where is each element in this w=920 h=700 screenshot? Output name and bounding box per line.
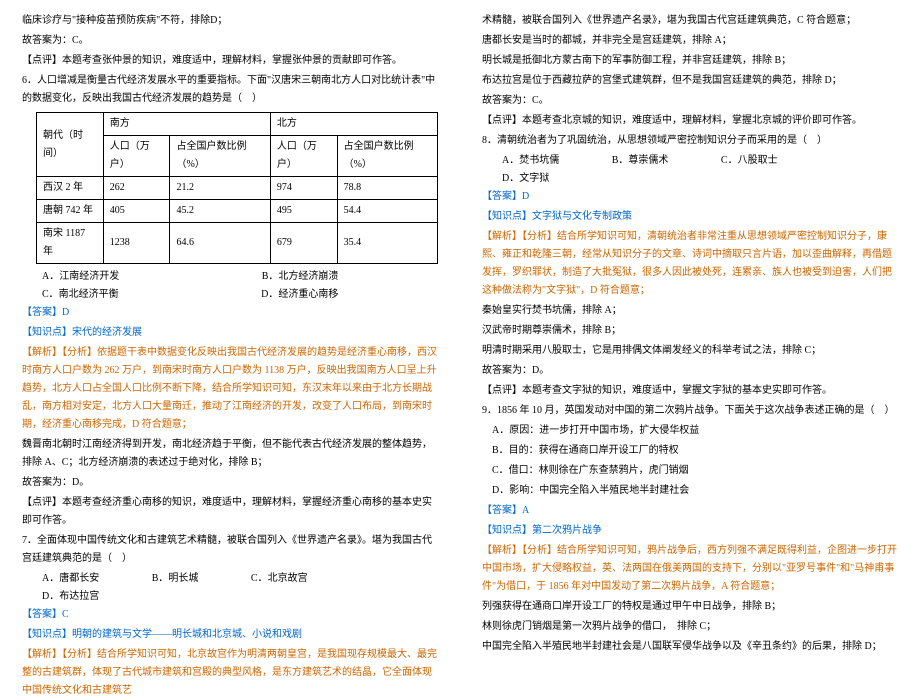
analysis-8: 【解析】【分析】结合所学知识可知，清朝统治者非常注重从思想领域严密控制知识分子，…: [482, 228, 898, 300]
text: 列强获得在通商口岸开设工厂的特权是通过甲午中日战争，排除 B；: [482, 598, 898, 616]
answer-6: 【答案】D: [22, 304, 438, 322]
opt: A．焚书坑儒: [502, 152, 559, 170]
options-6-row1: A．江南经济开发 B．北方经济崩溃: [42, 268, 438, 286]
text: 术精髓，被联合国列入《世界遗产名录》，堪为我国古代宫廷建筑典范，C 符合题意；: [482, 12, 898, 30]
text: 故答案为：C。: [22, 32, 438, 50]
cell: 974: [270, 177, 337, 200]
population-table: 朝代（时间） 南方 北方 人口（万户） 占全国户数比例（%） 人口（万户） 占全…: [36, 112, 438, 264]
text: 临床诊疗与"接种疫苗预防疾病"不符，排除D；: [22, 12, 438, 30]
topic-7: 【知识点】明朝的建筑与文学——明长城和北京城、小说和戏剧: [22, 626, 438, 644]
cell: 262: [103, 177, 170, 200]
comment-6: 【点评】本题考查经济重心南移的知识，难度适中，理解材料，掌握经济重心南移的基本史…: [22, 494, 438, 530]
analysis-9: 【解析】【分析】结合所学知识可知，鸦片战争后，西方列强不满足既得利益，企图进一步…: [482, 542, 898, 596]
opt: B．北方经济崩溃: [262, 268, 339, 286]
cell: 唐朝 742 年: [37, 200, 104, 223]
cell: 405: [103, 200, 170, 223]
analysis-6c: 故答案为：D。: [22, 474, 438, 492]
cell: 78.8: [337, 177, 437, 200]
opt: C．南北经济平衡: [42, 286, 119, 304]
cell: 54.4: [337, 200, 437, 223]
opt: B．明长城: [152, 570, 199, 588]
text: 秦始皇实行焚书坑儒，排除 A；: [482, 302, 898, 320]
analysis-6b: 魏晋南北朝时江南经济得到开发，南北经济趋于平衡，但不能代表古代经济发展的整体趋势…: [22, 436, 438, 472]
options-8: A．焚书坑儒 B．尊崇儒术 C．八股取士 D．文字狱: [502, 152, 898, 188]
opt: B．尊崇儒术: [612, 152, 669, 170]
opt-9d: D．影响：中国完全陷入半殖民地半封建社会: [492, 482, 898, 500]
options-6-row2: C．南北经济平衡 D．经济重心南移: [42, 286, 438, 304]
th: 人口（万户）: [270, 136, 337, 177]
opt: A．江南经济开发: [42, 268, 119, 286]
topic-6: 【知识点】宋代的经济发展: [22, 324, 438, 342]
text: 故答案为：C。: [482, 92, 898, 110]
text: 故答案为：D。: [482, 362, 898, 380]
comment-8: 【点评】本题考查文字狱的知识，难度适中，掌握文字狱的基本史实即可作答。: [482, 382, 898, 400]
answer-9: 【答案】A: [482, 502, 898, 520]
opt-9c: C．借口：林则徐在广东查禁鸦片，虎门销烟: [492, 462, 898, 480]
text: 林则徐虎门销烟是第一次鸦片战争的借口， 排除 C；: [482, 618, 898, 636]
text: 唐都长安是当时的都城，并非完全是宫廷建筑，排除 A；: [482, 32, 898, 50]
opt: A．唐都长安: [42, 570, 99, 588]
opt: D．经济重心南移: [261, 286, 338, 304]
comment-7: 【点评】本题考查北京城的知识，难度适中，理解材料，掌握北京城的评价即可作答。: [482, 112, 898, 130]
cell: 679: [270, 223, 337, 264]
text: 中国完全陷入半殖民地半封建社会是八国联军侵华战争以及《辛丑条约》的后果，排除 D…: [482, 638, 898, 656]
comment: 【点评】本题考查张仲景的知识，难度适中，理解材料，掌握张仲景的贡献即可作答。: [22, 52, 438, 70]
cell: 35.4: [337, 223, 437, 264]
th: 南方: [103, 113, 270, 136]
question-9: 9．1856 年 10 月，英国发动对中国的第二次鸦片战争。下面关于这次战争表述…: [482, 402, 898, 420]
opt: C．八股取士: [721, 152, 778, 170]
right-column: 术精髓，被联合国列入《世界遗产名录》，堪为我国古代宫廷建筑典范，C 符合题意； …: [460, 0, 920, 651]
text: 布达拉宫是位于西藏拉萨的宫堡式建筑群，但不是我国宫廷建筑的典范，排除 D；: [482, 72, 898, 90]
text: 明长城是抵御北方蒙古南下的军事防御工程，并非宫廷建筑，排除 B；: [482, 52, 898, 70]
question-8: 8．清朝统治者为了巩固统治，从思想领域严密控制知识分子而采用的是（ ）: [482, 132, 898, 150]
text: 明清时期采用八股取士，它是用排偶文体阐发经义的科举考试之法，排除 C；: [482, 342, 898, 360]
options-7: A．唐都长安 B．明长城 C．北京故宫 D．布达拉宫: [42, 570, 438, 606]
question-6: 6．人口增减是衡量古代经济发展水平的重要指标。下面"汉唐宋三朝南北方人口对比统计…: [22, 72, 438, 108]
analysis-6: 【解析】【分析】依据题干表中数据变化反映出我国古代经济发展的趋势是经济重心南移，…: [22, 344, 438, 434]
th: 人口（万户）: [103, 136, 170, 177]
th: 占全国户数比例（%）: [337, 136, 437, 177]
topic-8: 【知识点】文字狱与文化专制政策: [482, 208, 898, 226]
th: 北方: [270, 113, 437, 136]
opt: C．北京故宫: [251, 570, 308, 588]
question-7: 7．全面体现中国传统文化和古建筑艺术精髓，被联合国列入《世界遗产名录》。堪为我国…: [22, 532, 438, 568]
left-column: 临床诊疗与"接种疫苗预防疾病"不符，排除D； 故答案为：C。 【点评】本题考查张…: [0, 0, 460, 651]
answer-7: 【答案】C: [22, 606, 438, 624]
opt-9a: A．原因：进一步打开中国市场，扩大侵华权益: [492, 422, 898, 440]
cell: 1238: [103, 223, 170, 264]
opt: D．文字狱: [502, 170, 549, 188]
cell: 南宋 1187 年: [37, 223, 104, 264]
topic-9: 【知识点】第二次鸦片战争: [482, 522, 898, 540]
analysis-7: 【解析】【分析】结合所学知识可知，北京故宫作为明清两朝皇宫，是我国现存规模最大、…: [22, 646, 438, 700]
answer-8: 【答案】D: [482, 188, 898, 206]
opt: D．布达拉宫: [42, 588, 99, 606]
cell: 45.2: [170, 200, 270, 223]
cell: 西汉 2 年: [37, 177, 104, 200]
text: 汉武帝时期尊崇儒术，排除 B；: [482, 322, 898, 340]
th: 占全国户数比例（%）: [170, 136, 270, 177]
opt-9b: B．目的：获得在通商口岸开设工厂的特权: [492, 442, 898, 460]
th: 朝代（时间）: [37, 113, 104, 177]
cell: 21.2: [170, 177, 270, 200]
cell: 64.6: [170, 223, 270, 264]
cell: 495: [270, 200, 337, 223]
